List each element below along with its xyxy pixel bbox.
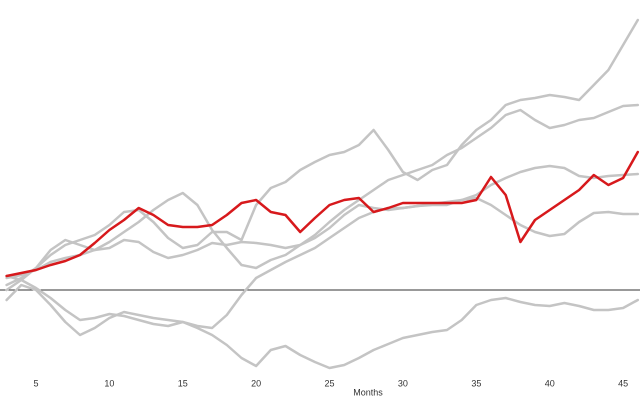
- line-series: [5, 103, 640, 292]
- x-axis-label: Months: [353, 387, 383, 397]
- x-tick-label: 20: [251, 378, 261, 388]
- x-tick-label: 40: [545, 378, 555, 388]
- line-series: [5, 164, 640, 280]
- line-series: [5, 274, 640, 370]
- x-tick-label: 10: [104, 378, 114, 388]
- x-tick-label: 5: [33, 378, 38, 388]
- x-tick-label: 25: [325, 378, 335, 388]
- x-tick-label: 35: [471, 378, 481, 388]
- x-tick-label: 15: [178, 378, 188, 388]
- line-series: [5, 18, 640, 287]
- x-tick-label: 45: [618, 378, 628, 388]
- line-series: [5, 150, 640, 278]
- x-tick-label: 30: [398, 378, 408, 388]
- line-series: [5, 196, 640, 337]
